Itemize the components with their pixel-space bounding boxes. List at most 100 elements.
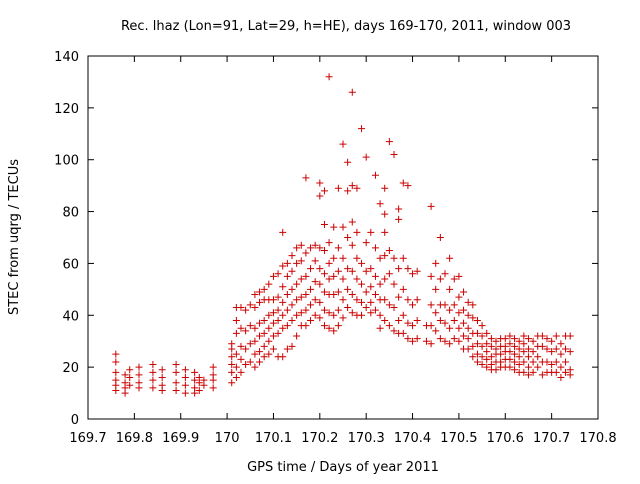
data-point <box>320 187 328 195</box>
data-point <box>520 332 528 340</box>
data-point <box>409 337 417 345</box>
data-point <box>511 342 519 350</box>
data-point <box>265 350 273 358</box>
data-point <box>293 259 301 267</box>
data-point <box>311 278 319 286</box>
data-point <box>483 348 491 356</box>
data-point <box>293 296 301 304</box>
data-point <box>548 361 556 369</box>
data-point <box>172 361 180 369</box>
data-point <box>251 350 259 358</box>
x-tick-label: 169.9 <box>162 431 199 446</box>
data-point <box>283 345 291 353</box>
data-point <box>348 88 356 96</box>
data-point <box>112 368 120 376</box>
data-point <box>399 179 407 187</box>
data-point <box>362 304 370 312</box>
data-point <box>371 244 379 252</box>
data-point <box>524 363 532 371</box>
data-point <box>455 293 463 301</box>
data-point <box>344 158 352 166</box>
data-point <box>279 324 287 332</box>
data-point <box>228 361 236 369</box>
data-point <box>381 184 389 192</box>
data-point <box>242 361 250 369</box>
data-point <box>487 353 495 361</box>
data-point <box>237 355 245 363</box>
data-point <box>520 340 528 348</box>
data-point <box>232 350 240 358</box>
data-point <box>320 246 328 254</box>
data-point <box>432 309 440 317</box>
data-point <box>316 314 324 322</box>
data-point <box>473 340 481 348</box>
data-point <box>371 171 379 179</box>
y-tick-label: 140 <box>54 50 79 65</box>
data-point <box>422 337 430 345</box>
data-point <box>228 353 236 361</box>
data-point <box>112 386 120 394</box>
data-point <box>269 296 277 304</box>
data-point <box>390 327 398 335</box>
data-point <box>446 324 454 332</box>
data-point <box>279 262 287 270</box>
data-point <box>274 316 282 324</box>
data-point <box>464 335 472 343</box>
data-point <box>446 285 454 293</box>
data-point <box>478 342 486 350</box>
data-point <box>302 249 310 257</box>
data-point <box>242 345 250 353</box>
data-point <box>441 319 449 327</box>
data-point <box>172 379 180 387</box>
x-axis-label: GPS time / Days of year 2011 <box>247 460 439 475</box>
data-point <box>191 389 199 397</box>
data-point <box>562 345 570 353</box>
data-point <box>279 311 287 319</box>
data-point <box>246 301 254 309</box>
data-point <box>483 355 491 363</box>
data-point <box>381 210 389 218</box>
data-point <box>506 332 514 340</box>
data-point <box>427 272 435 280</box>
data-point <box>367 283 375 291</box>
data-point <box>320 270 328 278</box>
data-point <box>367 309 375 317</box>
data-point <box>492 337 500 345</box>
y-axis-label: STEC from uqrg / TECUs <box>7 159 22 315</box>
data-point <box>538 332 546 340</box>
y-tick-label: 60 <box>62 257 79 272</box>
data-point <box>511 335 519 343</box>
data-point <box>399 254 407 262</box>
data-point <box>487 342 495 350</box>
data-point <box>232 363 240 371</box>
data-point <box>566 348 574 356</box>
data-point <box>232 374 240 382</box>
data-point <box>269 272 277 280</box>
data-point <box>562 358 570 366</box>
data-point <box>385 138 393 146</box>
data-point <box>376 200 384 208</box>
data-point <box>334 184 342 192</box>
data-point <box>293 280 301 288</box>
y-tick-label: 100 <box>54 154 79 169</box>
data-point <box>330 291 338 299</box>
data-point <box>432 327 440 335</box>
data-point <box>311 241 319 249</box>
data-point <box>478 322 486 330</box>
data-point <box>293 311 301 319</box>
data-point <box>311 311 319 319</box>
data-point <box>288 342 296 350</box>
data-point <box>274 293 282 301</box>
data-point <box>538 342 546 350</box>
data-point <box>260 285 268 293</box>
data-point <box>158 366 166 374</box>
data-point <box>358 280 366 288</box>
data-point <box>325 324 333 332</box>
data-point <box>464 298 472 306</box>
data-point <box>311 257 319 265</box>
data-point <box>515 345 523 353</box>
plot-area <box>87 55 599 420</box>
data-point <box>283 306 291 314</box>
data-point <box>237 368 245 376</box>
data-point <box>265 337 273 345</box>
